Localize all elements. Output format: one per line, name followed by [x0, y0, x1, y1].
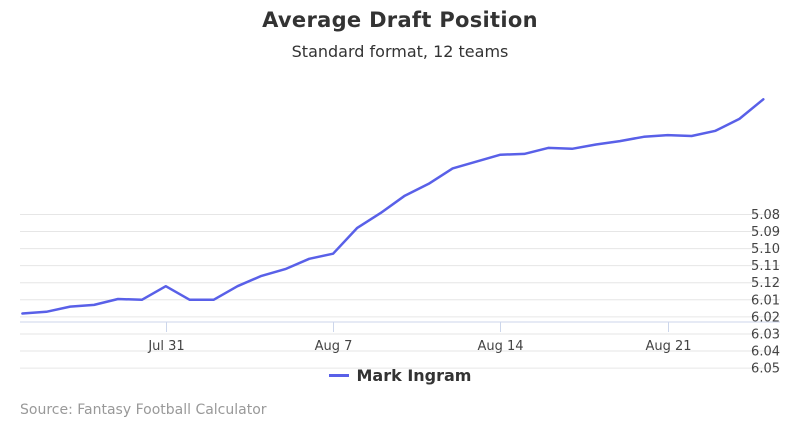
x-tick-label: Aug 21 — [645, 339, 691, 354]
y-tick-label: 6.04 — [751, 345, 780, 360]
y-tick-label: 6.02 — [751, 310, 780, 325]
x-tick-label: Aug 14 — [477, 339, 523, 354]
y-tick-label: 6.03 — [751, 327, 780, 342]
y-tick-label: 5.12 — [751, 276, 780, 291]
chart-title: Average Draft Position — [262, 8, 538, 32]
y-tick-label: 5.09 — [751, 225, 780, 240]
legend-series-swatch — [328, 374, 349, 377]
chart-subtitle: Standard format, 12 teams — [291, 42, 509, 61]
series-line-0 — [21, 98, 765, 315]
x-tick-label: Jul 31 — [147, 339, 184, 354]
y-tick-label: 5.08 — [751, 208, 780, 223]
y-tick-label: 5.11 — [751, 259, 780, 274]
chart-credits[interactable]: Source: Fantasy Football Calculator — [20, 402, 267, 418]
legend-series-label[interactable]: Mark Ingram — [356, 366, 472, 385]
y-tick-label: 5.10 — [751, 242, 780, 257]
legend[interactable]: Mark Ingram — [0, 366, 800, 385]
y-tick-label: 6.05 — [751, 362, 780, 377]
x-tick-label: Aug 7 — [315, 339, 353, 354]
y-tick-label: 6.01 — [751, 293, 780, 308]
